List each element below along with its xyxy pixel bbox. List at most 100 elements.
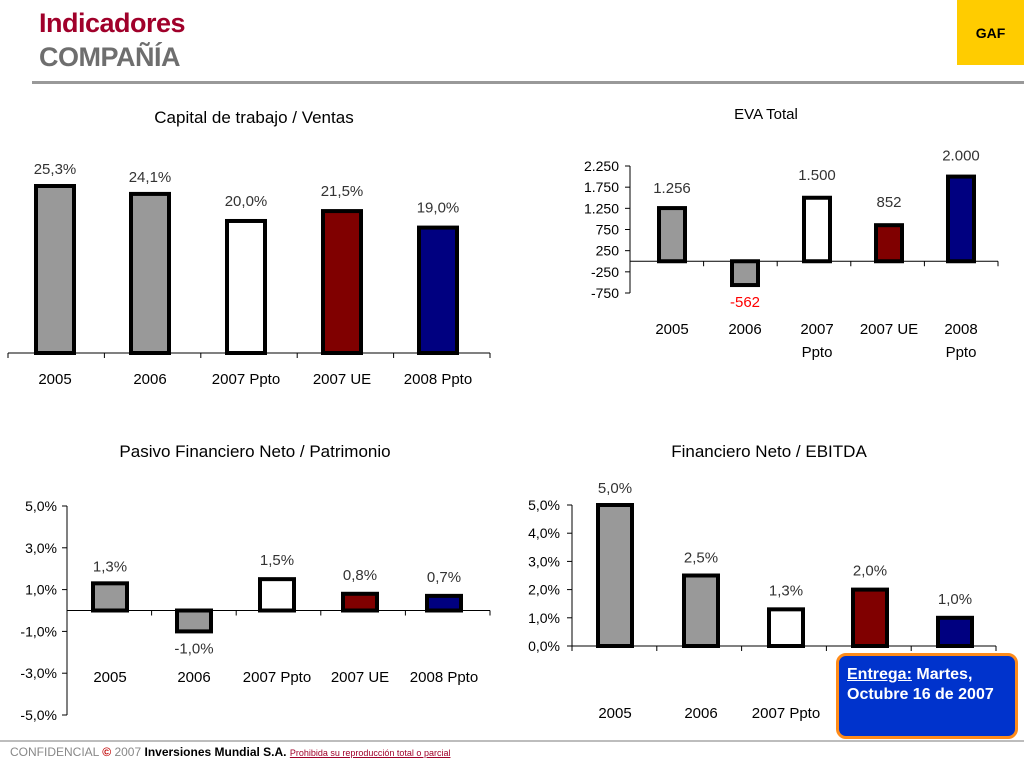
x-category-label: 2007 UE xyxy=(313,371,371,388)
x-category-label: 2005 xyxy=(38,371,71,388)
y-tick-label: 0,0% xyxy=(528,638,560,654)
x-category-label: 2007 Ppto xyxy=(752,705,820,722)
delivery-label: Entrega: xyxy=(847,666,912,683)
y-tick-label: 3,0% xyxy=(528,553,560,569)
x-category-label: 2005 xyxy=(655,321,688,338)
y-tick-label: -5,0% xyxy=(20,707,57,723)
y-tick-label: 3,0% xyxy=(25,540,57,556)
footer-company: Inversiones Mundial S.A. xyxy=(144,745,287,759)
x-category-label: 2007 Ppto xyxy=(243,669,311,686)
chart-title: Capital de trabajo / Ventas xyxy=(154,108,353,127)
data-label: 1.500 xyxy=(798,167,836,184)
bar-2008-ppto xyxy=(417,225,459,355)
delivery-date: Martes, Octubre 16 de 2007 xyxy=(847,666,994,703)
y-tick-label: 1,0% xyxy=(528,610,560,626)
x-category-label: 2006 xyxy=(177,669,210,686)
bar-2005 xyxy=(34,184,76,355)
x-category-label: 2007 UE xyxy=(860,321,918,338)
page-title: Indicadores xyxy=(39,8,186,38)
bar-2007-ue xyxy=(341,591,379,613)
data-label: 1,5% xyxy=(260,552,294,569)
data-label: 852 xyxy=(876,194,901,211)
bar-2006 xyxy=(730,259,760,288)
bar-2007-ue xyxy=(321,209,363,355)
data-label: 1,3% xyxy=(93,558,127,575)
data-label: 19,0% xyxy=(417,200,460,217)
x-category-label: 2008 Ppto xyxy=(404,371,472,388)
bar-2007-ppto xyxy=(225,218,267,355)
bar-2005 xyxy=(91,581,129,613)
x-category-label: 2005 xyxy=(93,669,126,686)
y-tick-label: -750 xyxy=(591,285,619,301)
chart-title: Financiero Neto / EBITDA xyxy=(671,442,867,461)
y-tick-label: 1.250 xyxy=(584,200,619,216)
chart-3: Pasivo Financiero Neto / Patrimonio 5,0% 3… xyxy=(20,442,491,723)
data-label: 2,0% xyxy=(853,563,887,580)
y-tick-label: -1,0% xyxy=(20,623,57,639)
x-category-label: 2005 xyxy=(598,705,631,722)
bar-2005 xyxy=(657,206,687,264)
y-tick-label: 750 xyxy=(596,222,620,238)
bar-2007-ppto xyxy=(767,607,805,649)
y-tick-label: -250 xyxy=(591,264,619,280)
bar-2007-ue xyxy=(851,587,889,648)
bar-2006 xyxy=(175,608,213,634)
x-category-label: Ppto xyxy=(802,344,833,361)
data-label: 0,8% xyxy=(343,567,377,584)
y-tick-label: 4,0% xyxy=(528,525,560,541)
footer-divider xyxy=(0,740,1024,742)
bar-2007-ppto xyxy=(802,195,832,264)
data-label: 20,0% xyxy=(225,193,268,210)
gaf-badge: GAF xyxy=(957,0,1024,65)
y-tick-label: 1.750 xyxy=(584,179,619,195)
data-label: 0,7% xyxy=(427,569,461,586)
y-tick-label: -3,0% xyxy=(20,665,57,681)
data-label: 2.000 xyxy=(942,148,980,165)
bar-2006 xyxy=(129,191,171,355)
chart-1: Capital de trabajo / Ventas 25,3% 24,1% 20,… xyxy=(7,108,491,388)
data-label: 21,5% xyxy=(321,183,364,200)
x-category-label: 2007 Ppto xyxy=(212,371,280,388)
data-label: 1,0% xyxy=(938,591,972,608)
delivery-callout: Entrega: Martes, Octubre 16 de 2007 xyxy=(836,653,1018,739)
chart-2: EVA Total 2.250 1.750 1.250 750 250 -250 -750 1.… xyxy=(584,106,999,361)
bar-2007-ue xyxy=(874,223,904,264)
bar-2005 xyxy=(596,503,634,648)
x-category-label: 2006 xyxy=(728,321,761,338)
data-label: -1,0% xyxy=(174,640,213,657)
data-label: 2,5% xyxy=(684,550,718,567)
x-category-label: 2006 xyxy=(133,371,166,388)
bar-2008-ppto xyxy=(946,174,976,264)
x-category-label: 2007 xyxy=(800,321,833,338)
y-tick-label: 1,0% xyxy=(25,582,57,598)
bar-2008-ppto xyxy=(425,593,463,613)
bar-2006 xyxy=(682,573,720,648)
y-tick-label: 5,0% xyxy=(25,498,57,514)
bar-2007-ppto xyxy=(258,577,296,613)
data-label: 25,3% xyxy=(34,161,77,178)
footer: CONFIDENCIAL © 2007 Inversiones Mundial … xyxy=(10,745,450,759)
x-category-label: 2008 xyxy=(944,321,977,338)
x-category-label: 2008 Ppto xyxy=(410,669,478,686)
chart-title: Pasivo Financiero Neto / Patrimonio xyxy=(119,442,390,461)
x-category-label: Ppto xyxy=(946,344,977,361)
bar-2008-ppto xyxy=(936,615,974,648)
x-category-label: 2006 xyxy=(684,705,717,722)
data-label: 1.256 xyxy=(653,180,691,197)
footer-confidential: CONFIDENCIAL xyxy=(10,745,99,759)
header-divider xyxy=(32,81,1024,84)
x-category-label: 2007 UE xyxy=(331,669,389,686)
page-subtitle: COMPAÑÍA xyxy=(39,42,181,72)
y-tick-label: 5,0% xyxy=(528,497,560,513)
data-label: 5,0% xyxy=(598,480,632,497)
data-label: 1,3% xyxy=(769,582,803,599)
y-tick-label: 250 xyxy=(596,243,620,259)
footer-year: 2007 xyxy=(114,745,142,759)
data-label: 24,1% xyxy=(129,169,172,186)
footer-notice-link[interactable]: Prohibida su reproducción total o parcia… xyxy=(289,748,451,758)
chart-title: EVA Total xyxy=(734,106,798,123)
copyright-icon: © xyxy=(102,745,112,759)
data-label: -562 xyxy=(730,294,760,311)
y-tick-label: 2,0% xyxy=(528,582,560,598)
